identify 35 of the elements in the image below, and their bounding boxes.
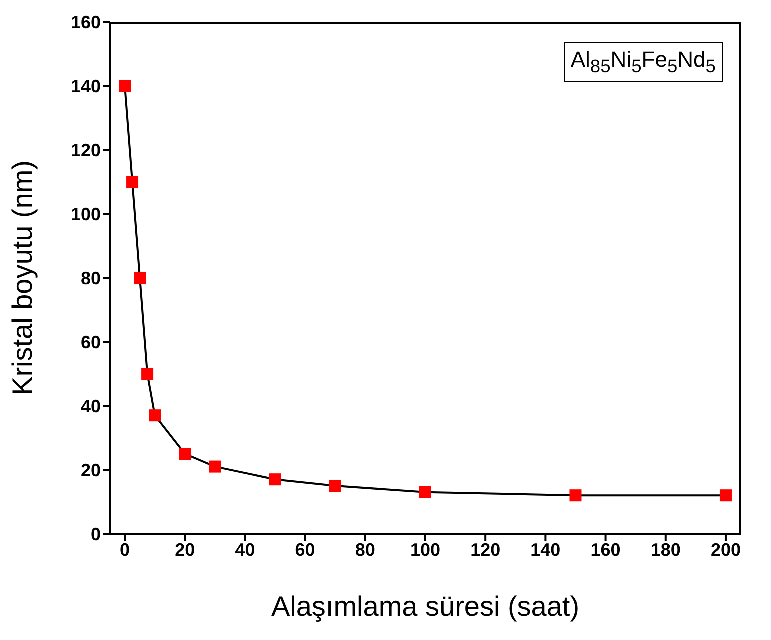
x-tick-label: 200 xyxy=(710,540,741,560)
x-tick-label: 60 xyxy=(295,540,316,560)
point xyxy=(420,486,432,498)
point xyxy=(329,480,342,492)
point xyxy=(134,272,146,284)
y-axis-title: Kristal boyutu (nm) xyxy=(6,160,38,396)
point xyxy=(269,474,282,486)
x-tick-label: 20 xyxy=(175,540,196,560)
x-axis-title: Alaşımlama süresi (saat) xyxy=(271,591,580,622)
point xyxy=(126,176,139,188)
point xyxy=(142,368,154,380)
point xyxy=(209,460,222,473)
x-tick-label: 0 xyxy=(120,540,130,560)
y-tick-label: 120 xyxy=(70,140,101,160)
x-tick-label: 180 xyxy=(650,540,681,560)
point xyxy=(179,448,192,460)
y-tick-label: 0 xyxy=(90,524,101,544)
x-tick-label: 120 xyxy=(470,540,501,560)
x-tick-label: 80 xyxy=(355,540,376,560)
annotation: Al$_{85}$Ni$_{5}$Fe$_{5}$Nd$_{5}$ xyxy=(564,42,723,82)
point xyxy=(570,490,582,502)
x-tick-label: 140 xyxy=(530,540,561,560)
y-tick-label: 20 xyxy=(80,460,101,480)
y-tick-label: 160 xyxy=(70,12,101,32)
y-tick-label: 100 xyxy=(70,204,101,224)
point xyxy=(149,410,162,422)
x-tick-label: 40 xyxy=(235,540,256,560)
y-tick-label: 60 xyxy=(80,332,101,352)
x-tick-label: 100 xyxy=(410,540,441,560)
y-tick-label: 40 xyxy=(80,396,101,416)
point xyxy=(119,80,132,92)
x-tick-label: 160 xyxy=(590,540,621,560)
point xyxy=(720,490,732,502)
y-tick-label: 140 xyxy=(70,76,101,96)
y-tick-label: 80 xyxy=(80,268,101,288)
